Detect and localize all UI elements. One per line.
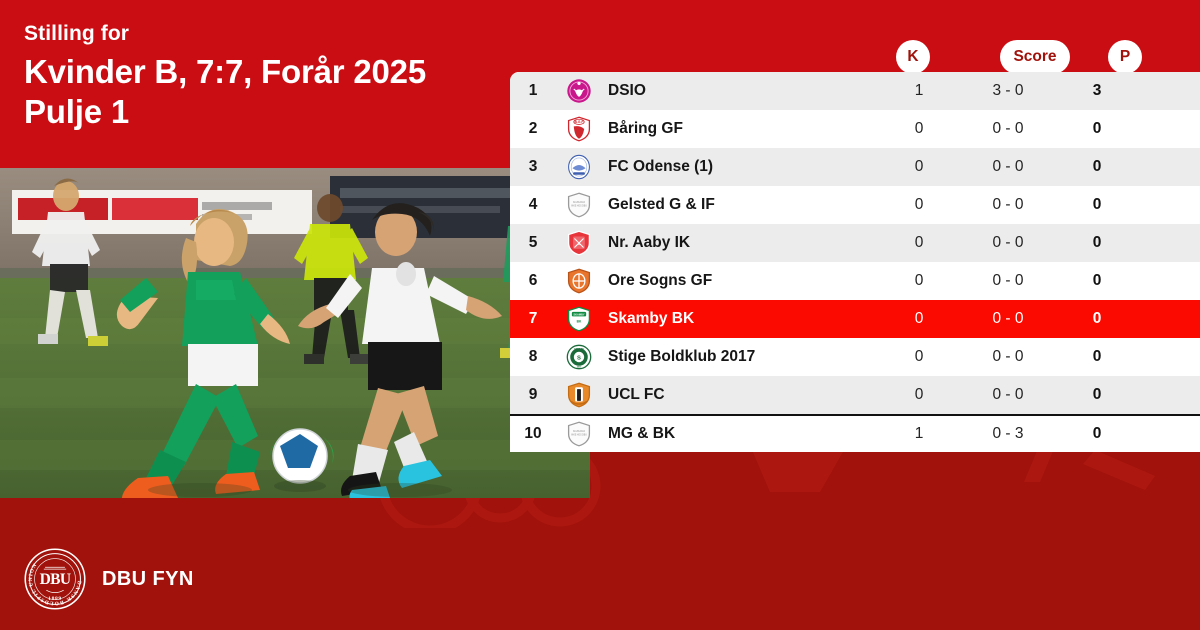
svg-text:S: S bbox=[577, 356, 581, 362]
table-row[interactable]: 1 DSIO 1 3 - 0 3 bbox=[510, 72, 1200, 110]
row-goal-score: 0 - 0 bbox=[992, 120, 1024, 137]
column-header-points: P bbox=[1108, 40, 1142, 74]
table-row[interactable]: 8 S STIGE BK 2017 Stige Boldklub 2017 0 0 -… bbox=[510, 338, 1200, 376]
footer-label: DBU FYN bbox=[102, 567, 194, 590]
svg-text:IKKE HOS DBU: IKKE HOS DBU bbox=[571, 205, 587, 207]
match-photo bbox=[0, 168, 590, 498]
row-points: 0 bbox=[1092, 158, 1102, 175]
club-crest-icon: KLUBLOGO IKKE HOS DBU bbox=[556, 421, 602, 447]
row-points: 0 bbox=[1092, 310, 1102, 327]
match-photo-illustration bbox=[0, 168, 590, 498]
club-crest-icon bbox=[556, 154, 602, 180]
row-matches-played: 0 bbox=[914, 272, 924, 289]
svg-text:DBU: DBU bbox=[40, 571, 71, 588]
row-team-name[interactable]: DSIO bbox=[608, 82, 646, 99]
club-crest-icon bbox=[556, 78, 602, 104]
table-row[interactable]: 9 UCL FC 0 0 - 0 0 bbox=[510, 376, 1200, 414]
table-row[interactable]: 6 Ore Sogns GF 0 0 - 0 0 bbox=[510, 262, 1200, 300]
table-row[interactable]: 3 FC Odense (1) 0 0 - 0 0 bbox=[510, 148, 1200, 186]
club-crest-icon bbox=[556, 268, 602, 294]
row-points: 0 bbox=[1092, 425, 1102, 442]
header-kicker: Stilling for bbox=[24, 22, 130, 45]
table-header-badges: K Score P bbox=[510, 40, 1200, 74]
svg-text:A: A bbox=[578, 241, 581, 246]
row-matches-played: 0 bbox=[914, 386, 924, 403]
table-row[interactable]: 2 B.G.F Båring GF 0 0 - 0 0 bbox=[510, 110, 1200, 148]
svg-text:2017: 2017 bbox=[577, 366, 582, 368]
row-points: 0 bbox=[1092, 196, 1102, 213]
table-row[interactable]: 5 A Nr. Aaby IK 0 0 - 0 0 bbox=[510, 224, 1200, 262]
club-crest-icon: KLUBLOGO IKKE HOS DBU bbox=[556, 192, 602, 218]
row-team-name[interactable]: Nr. Aaby IK bbox=[608, 234, 691, 251]
svg-text:B.G.F: B.G.F bbox=[575, 120, 584, 124]
row-matches-played: 0 bbox=[914, 348, 924, 365]
row-position: 6 bbox=[528, 272, 538, 289]
row-goal-score: 0 - 0 bbox=[992, 196, 1024, 213]
row-team-name[interactable]: Gelsted G & IF bbox=[608, 196, 715, 213]
football bbox=[269, 428, 334, 492]
row-points: 0 bbox=[1092, 234, 1102, 251]
row-goal-score: 0 - 3 bbox=[992, 425, 1024, 442]
svg-text:1889: 1889 bbox=[48, 596, 62, 602]
svg-text:SKAMBY: SKAMBY bbox=[573, 312, 585, 316]
row-position: 3 bbox=[528, 158, 538, 175]
row-position: 7 bbox=[528, 310, 538, 327]
row-goal-score: 0 - 0 bbox=[992, 386, 1024, 403]
row-position: 10 bbox=[524, 425, 542, 442]
row-goal-score: 0 - 0 bbox=[992, 158, 1024, 175]
dbu-logo-icon: DANSK BOLDSPIL UNION DBU 1889 bbox=[24, 548, 86, 610]
row-points: 3 bbox=[1092, 82, 1102, 99]
svg-text:BK: BK bbox=[577, 319, 582, 323]
row-position: 4 bbox=[528, 196, 538, 213]
club-crest-icon bbox=[556, 382, 602, 408]
row-team-name[interactable]: Båring GF bbox=[608, 120, 683, 137]
column-header-matches: K bbox=[896, 40, 930, 74]
row-goal-score: 3 - 0 bbox=[992, 82, 1024, 99]
row-team-name[interactable]: FC Odense (1) bbox=[608, 158, 714, 175]
row-matches-played: 0 bbox=[914, 310, 924, 327]
svg-text:KLUBLOGO: KLUBLOGO bbox=[573, 431, 585, 433]
svg-text:KLUBLOGO: KLUBLOGO bbox=[573, 202, 585, 204]
table-row[interactable]: 7 SKAMBY BK Skamby BK 0 0 - 0 0 bbox=[510, 300, 1200, 338]
row-matches-played: 0 bbox=[914, 196, 924, 213]
row-team-name[interactable]: UCL FC bbox=[608, 386, 665, 403]
row-position: 1 bbox=[528, 82, 538, 99]
page-title: Kvinder B, 7:7, Forår 2025 Pulje 1 bbox=[24, 52, 494, 133]
svg-text:IKKE HOS DBU: IKKE HOS DBU bbox=[571, 434, 587, 436]
row-team-name[interactable]: MG & BK bbox=[608, 425, 676, 442]
row-matches-played: 1 bbox=[914, 425, 924, 442]
row-position: 9 bbox=[528, 386, 538, 403]
row-points: 0 bbox=[1092, 272, 1102, 289]
table-row[interactable]: 4 KLUBLOGO IKKE HOS DBU Gelsted G & IF 0 0 … bbox=[510, 186, 1200, 224]
column-header-score: Score bbox=[1000, 40, 1070, 74]
row-goal-score: 0 - 0 bbox=[992, 234, 1024, 251]
row-position: 2 bbox=[528, 120, 538, 137]
row-points: 0 bbox=[1092, 386, 1102, 403]
row-goal-score: 0 - 0 bbox=[992, 348, 1024, 365]
table-row[interactable]: 10 KLUBLOGO IKKE HOS DBU MG & BK 1 0 - 3 0 bbox=[510, 414, 1200, 452]
page-title-line-2: Pulje 1 bbox=[24, 93, 129, 131]
card-footer: DANSK BOLDSPIL UNION DBU 1889 DBU FYN bbox=[0, 528, 1200, 630]
row-points: 0 bbox=[1092, 348, 1102, 365]
row-goal-score: 0 - 0 bbox=[992, 272, 1024, 289]
page-title-line-1: Kvinder B, 7:7, Forår 2025 bbox=[24, 53, 426, 90]
svg-text:STIGE BK: STIGE BK bbox=[574, 349, 584, 351]
club-crest-icon: B.G.F bbox=[556, 116, 602, 142]
club-crest-icon: A bbox=[556, 230, 602, 256]
club-crest-icon: S STIGE BK 2017 bbox=[556, 344, 602, 370]
row-team-name[interactable]: Ore Sogns GF bbox=[608, 272, 713, 289]
row-matches-played: 0 bbox=[914, 234, 924, 251]
row-matches-played: 0 bbox=[914, 158, 924, 175]
row-team-name[interactable]: Stige Boldklub 2017 bbox=[608, 348, 756, 365]
row-position: 8 bbox=[528, 348, 538, 365]
row-goal-score: 0 - 0 bbox=[992, 310, 1024, 327]
club-crest-icon: SKAMBY BK bbox=[556, 306, 602, 332]
row-matches-played: 1 bbox=[914, 82, 924, 99]
row-team-name[interactable]: Skamby BK bbox=[608, 310, 695, 327]
row-points: 0 bbox=[1092, 120, 1102, 137]
row-position: 5 bbox=[528, 234, 538, 251]
row-matches-played: 0 bbox=[914, 120, 924, 137]
